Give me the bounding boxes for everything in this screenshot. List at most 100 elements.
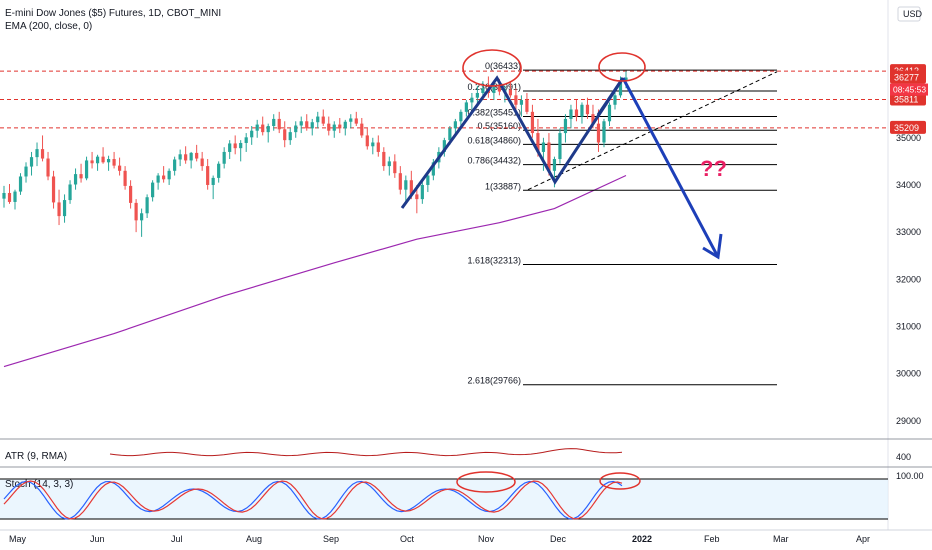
candle-body [35, 149, 38, 157]
time-tick-label: Sep [323, 534, 339, 544]
price-tick-label: 32000 [896, 274, 921, 284]
ema-legend: EMA (200, close, 0) [5, 21, 92, 32]
candle-body [272, 119, 275, 126]
price-tag-mid: 35811 [894, 95, 918, 105]
candle-body [41, 149, 44, 158]
fib-level-label: 0.618(34860) [467, 135, 521, 145]
time-tick-label: Nov [478, 534, 495, 544]
price-tick-label: 30000 [896, 369, 921, 379]
candle-body [465, 102, 468, 111]
candle-body [79, 174, 82, 178]
time-tick-label: 2022 [632, 534, 652, 544]
candle-body [602, 121, 605, 142]
candle-body [404, 180, 407, 189]
candle-body [514, 95, 517, 104]
candle-body [360, 124, 363, 136]
fib-level-label: 1.618(32313) [467, 256, 521, 266]
candle-body [294, 126, 297, 133]
candle-body [558, 133, 561, 159]
currency-label: USD [903, 9, 923, 19]
candle-body [399, 173, 402, 190]
candle-body [184, 154, 187, 160]
candle-body [101, 157, 104, 163]
candle-body [201, 159, 204, 167]
time-tick-label: Jul [171, 534, 183, 544]
candle-body [85, 160, 88, 178]
price-tag-last: 36277 [894, 73, 919, 83]
candle-body [151, 183, 154, 198]
candle-body [520, 100, 523, 105]
candle-body [190, 153, 193, 161]
candle-body [608, 105, 611, 122]
candle-body [613, 95, 616, 104]
candle-body [459, 112, 462, 121]
candle-body [46, 159, 49, 177]
candle-body [498, 87, 501, 92]
candle-body [415, 194, 418, 199]
atr-level-label: 400 [896, 452, 911, 462]
candle-body [129, 186, 132, 203]
time-tick-label: Feb [704, 534, 720, 544]
candle-body [481, 88, 484, 93]
time-tick-label: Mar [773, 534, 789, 544]
countdown-label: 08:45:53 [893, 85, 926, 95]
candle-body [421, 185, 424, 199]
candle-body [338, 125, 341, 129]
candle-body [19, 176, 22, 191]
candle-body [195, 153, 198, 159]
candle-body [157, 176, 160, 183]
candle-body [349, 118, 352, 121]
candle-body [311, 122, 314, 128]
candle-body [261, 125, 264, 133]
candle-body [492, 87, 495, 93]
time-tick-label: Jun [90, 534, 105, 544]
candle-body [553, 159, 556, 171]
fib-level-label: 0.786(34432) [467, 156, 521, 166]
candle-body [52, 176, 55, 202]
candle-body [542, 143, 545, 152]
candle-body [250, 131, 253, 138]
chart-title: E-mini Dow Jones ($5) Futures, 1D, CBOT_… [5, 8, 221, 19]
candle-body [448, 128, 451, 140]
candle-body [476, 93, 479, 98]
candle-body [57, 202, 60, 216]
price-tag-low: 35209 [894, 123, 919, 133]
candle-body [30, 157, 33, 166]
candle-body [525, 100, 528, 112]
candle-body [234, 143, 237, 148]
time-tick-label: May [9, 534, 27, 544]
candle-body [206, 166, 209, 185]
candle-body [322, 117, 325, 124]
candle-body [382, 152, 385, 166]
candle-body [575, 109, 578, 116]
candle-body [355, 118, 358, 123]
price-tick-label: 34000 [896, 180, 921, 190]
candle-body [366, 135, 369, 146]
candle-body [256, 125, 259, 131]
stoch-band [0, 479, 888, 519]
time-tick-label: Apr [856, 534, 870, 544]
candle-body [212, 178, 215, 185]
candle-body [316, 117, 319, 123]
candle-body [8, 193, 11, 202]
fib-level-label: 0(36433) [485, 61, 521, 71]
candle-body [118, 166, 121, 171]
candle-body [278, 119, 281, 129]
question-annotation: ?? [700, 156, 727, 181]
candle-body [112, 159, 115, 166]
price-tick-label: 31000 [896, 321, 921, 331]
candle-body [371, 143, 374, 147]
candle-body [96, 157, 99, 164]
candle-body [168, 171, 171, 179]
stoch-level-label: 100.00 [896, 471, 924, 481]
candle-body [580, 105, 583, 117]
candle-body [63, 200, 66, 216]
atr-legend: ATR (9, RMA) [5, 451, 67, 462]
price-tick-label: 35000 [896, 133, 921, 143]
time-tick-label: Dec [550, 534, 567, 544]
candle-body [426, 176, 429, 185]
price-tick-label: 29000 [896, 416, 921, 426]
candle-body [173, 159, 176, 170]
candle-body [283, 129, 286, 140]
